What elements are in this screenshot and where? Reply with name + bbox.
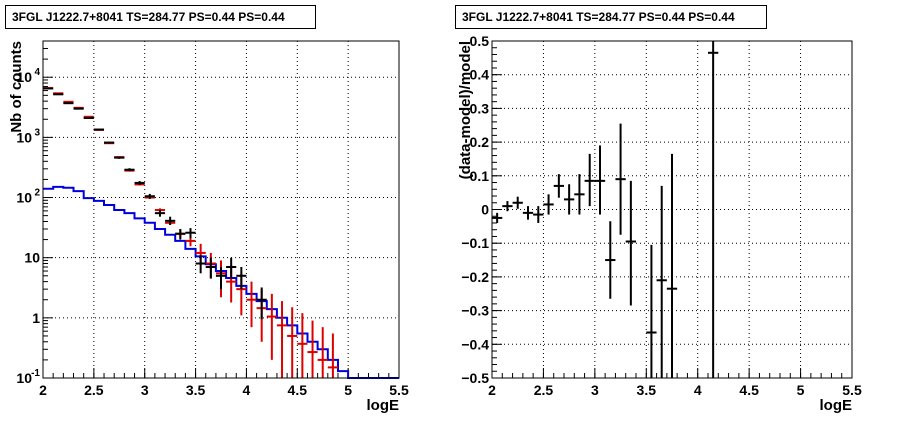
residual-point — [553, 174, 564, 198]
y-tick-label: −0.5 — [461, 370, 489, 386]
y-axis-title: (data-model)/model — [457, 41, 474, 179]
x-tick-label: 2.5 — [84, 382, 104, 398]
x-tick-label: 3 — [141, 382, 149, 398]
x-tick-label: 4 — [243, 382, 251, 398]
data-point — [104, 141, 115, 144]
data-point — [236, 267, 247, 290]
y-tick-label: 0.5 — [470, 33, 490, 49]
y-tick-exponent: 3 — [34, 127, 40, 138]
y-tick-exponent: 2 — [34, 188, 40, 199]
model-point — [246, 281, 257, 328]
residual-point — [615, 123, 626, 235]
y-axis-title: Nb of counts — [8, 41, 25, 133]
y-tick-label: 0.3 — [470, 100, 490, 116]
model-point — [327, 333, 338, 378]
model-point — [287, 307, 298, 378]
residual-point — [533, 206, 544, 223]
data-point — [205, 257, 216, 279]
residual-point — [574, 174, 585, 215]
y-tick-label: −0.2 — [461, 269, 489, 285]
y-tick-exponent: 4 — [34, 67, 40, 78]
residual-point — [666, 153, 678, 378]
y-tick-label: 0 — [481, 202, 489, 218]
x-tick-label: 5 — [797, 382, 805, 398]
x-tick-label: 2.5 — [534, 382, 554, 398]
model-point — [317, 327, 328, 378]
x-axis-title: logE — [820, 397, 853, 414]
y-tick-label: 10 — [16, 69, 32, 85]
data-point — [226, 257, 237, 279]
residual-point — [584, 153, 595, 207]
data-point — [114, 156, 125, 159]
plot-frame — [42, 40, 400, 379]
data-point — [53, 93, 64, 96]
counts-panel: 3FGL J1222.7+8041 TS=284.77 PS=0.44 PS=0… — [5, 5, 409, 414]
y-tick-exponent: -1 — [31, 368, 40, 379]
data-point — [134, 181, 145, 185]
plot-area — [43, 41, 399, 378]
x-axis-title: logE — [367, 397, 400, 414]
residual-point — [492, 212, 503, 223]
data-point — [256, 287, 267, 320]
x-tick-label: 3.5 — [186, 382, 206, 398]
residuals-chart-title: 3FGL J1222.7+8041 TS=284.77 PS=0.44 PS=0… — [455, 5, 767, 29]
y-tick-label: 10 — [24, 250, 40, 266]
data-point — [73, 107, 84, 110]
y-tick-label: 10 — [16, 129, 32, 145]
x-tick-label: 4.5 — [288, 382, 308, 398]
y-tick-label: −0.1 — [461, 235, 489, 251]
model-point — [297, 313, 308, 378]
y-tick-label: −0.3 — [461, 303, 489, 319]
model-point — [307, 320, 318, 378]
x-tick-label: 5.5 — [842, 382, 862, 398]
x-tick-label: 5 — [344, 382, 352, 398]
residual-point — [625, 180, 636, 306]
data-point — [144, 193, 155, 199]
residual-point — [646, 244, 657, 378]
residual-point — [605, 221, 616, 299]
residual-point — [502, 201, 513, 212]
residuals-chart: 2 2.5 3 3.5 4 4.5 5 5.5 −0.5 −0.4 −0.3 −0.2 −0.1 0 0.1… — [457, 33, 862, 414]
model-point — [276, 301, 288, 378]
x-tick-label: 2 — [39, 382, 47, 398]
data-point — [93, 128, 105, 131]
residual-point — [522, 206, 534, 220]
residuals-panel: 3FGL J1222.7+8041 TS=284.77 PS=0.44 PS=0… — [449, 0, 898, 421]
data-point — [195, 255, 206, 274]
y-tick-label: −0.4 — [461, 336, 489, 352]
data-point — [63, 102, 74, 105]
residual-point — [564, 184, 575, 215]
plot-frame — [491, 40, 853, 379]
data-point — [154, 210, 166, 217]
x-tick-label: 3 — [591, 382, 599, 398]
residual-point — [512, 196, 523, 209]
y-tick-label: 10 — [16, 190, 32, 206]
data-point — [124, 168, 135, 172]
data-point — [43, 87, 54, 90]
data-point — [165, 216, 176, 225]
data-point — [175, 228, 186, 240]
y-tick-label: 0.4 — [470, 67, 490, 83]
residual-point — [708, 41, 719, 378]
residual-point — [594, 145, 606, 215]
x-tick-label: 4 — [694, 382, 702, 398]
x-tick-label: 5.5 — [389, 382, 409, 398]
x-tick-label: 2 — [488, 382, 496, 398]
y-tick-label: 0.1 — [470, 168, 490, 184]
counts-chart-title: 3FGL J1222.7+8041 TS=284.77 PS=0.44 PS=0… — [5, 5, 316, 29]
residual-point — [656, 185, 667, 378]
residual-point — [543, 194, 554, 215]
y-tick-label: 1 — [32, 310, 40, 326]
model-point — [266, 293, 277, 360]
y-tick-label: 0.2 — [470, 134, 490, 150]
x-tick-label: 4.5 — [739, 382, 759, 398]
x-tick-label: 3.5 — [637, 382, 657, 398]
data-point — [185, 228, 196, 239]
data-point — [215, 267, 227, 290]
data-point — [83, 116, 94, 119]
y-tick-label: 10 — [16, 370, 32, 386]
